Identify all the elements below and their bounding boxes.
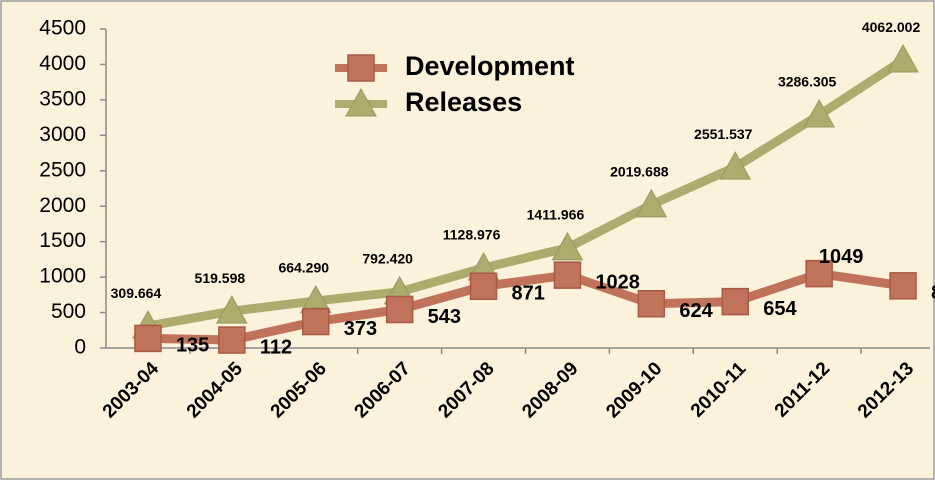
data-point xyxy=(721,287,749,316)
data-label: 1049 xyxy=(819,246,864,268)
data-point xyxy=(469,272,498,301)
data-label: 792.420 xyxy=(362,251,413,267)
y-tick-label: 1000 xyxy=(39,265,86,288)
data-point xyxy=(553,261,582,289)
data-label: 2019.688 xyxy=(610,164,669,180)
data-label: 877 xyxy=(931,282,935,304)
y-tick-label: 2000 xyxy=(39,194,86,217)
series-line xyxy=(147,56,906,331)
data-point xyxy=(719,151,752,180)
y-tick-label: 3500 xyxy=(39,87,86,110)
data-label: 135 xyxy=(176,335,209,357)
data-point xyxy=(803,99,835,128)
data-label: 1028 xyxy=(595,271,640,293)
series-line xyxy=(147,269,904,345)
data-label: 624 xyxy=(679,300,713,322)
data-point xyxy=(889,272,917,300)
data-label: 4062.002 xyxy=(862,19,921,35)
data-point xyxy=(551,231,584,261)
y-tick-label: 500 xyxy=(51,300,86,323)
data-label: 519.598 xyxy=(195,270,246,286)
y-tick-label: 3000 xyxy=(39,123,86,146)
data-point xyxy=(805,259,833,288)
legend-label: Releases xyxy=(405,87,522,117)
data-point xyxy=(635,188,668,218)
data-point xyxy=(218,326,246,354)
data-label: 654 xyxy=(763,298,797,320)
data-point xyxy=(637,290,666,318)
data-label: 1128.976 xyxy=(443,227,501,243)
legend-marker xyxy=(347,54,375,82)
y-tick-label: 0 xyxy=(74,336,86,359)
legend-marker xyxy=(345,87,377,117)
data-point xyxy=(134,324,162,353)
y-tick-label: 4000 xyxy=(39,52,86,75)
data-label: 373 xyxy=(344,318,377,340)
data-point xyxy=(216,295,248,324)
y-tick-label: 2500 xyxy=(39,158,86,181)
data-label: 664.290 xyxy=(278,260,329,276)
data-label: 2551.537 xyxy=(694,126,753,142)
data-point xyxy=(887,44,919,73)
y-tick-label: 1500 xyxy=(39,229,86,252)
data-point xyxy=(385,295,414,324)
data-label: 1411.966 xyxy=(527,207,585,223)
legend-label: Development xyxy=(405,51,575,81)
data-label: 543 xyxy=(428,306,461,328)
data-point xyxy=(302,307,330,336)
data-label: 3286.305 xyxy=(778,74,837,90)
data-label: 309.664 xyxy=(111,285,162,301)
data-label: 112 xyxy=(260,336,292,358)
y-tick-label: 4500 xyxy=(39,17,86,40)
data-label: 871 xyxy=(512,283,545,305)
